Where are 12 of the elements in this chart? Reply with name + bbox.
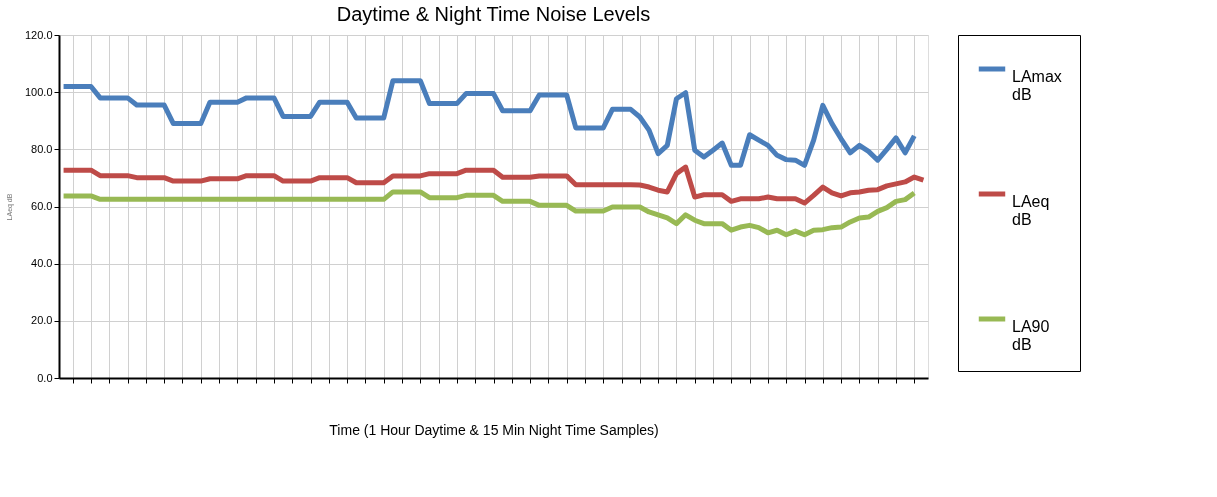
legend-label: LAeq dB [1012,193,1050,228]
y-tick-label: 80.0 [31,142,53,155]
y-tick-label: 40.0 [31,257,53,270]
y-tick-label: 0.0 [37,371,53,384]
chart-title: Daytime & Night Time Noise Levels [336,3,651,25]
y-tick-label: 60.0 [31,200,53,212]
legend-label: LAmax dB [1012,68,1062,103]
x-axis-title: Time (1 Hour Daytime & 15 Min Night Time Samples) [329,422,659,438]
y-tick-label: 20.0 [31,314,53,327]
y-tick-label: 120.0 [24,28,53,41]
legend-label: LA90 dB [1012,318,1050,353]
y-tick-label: 100.0 [24,85,53,98]
